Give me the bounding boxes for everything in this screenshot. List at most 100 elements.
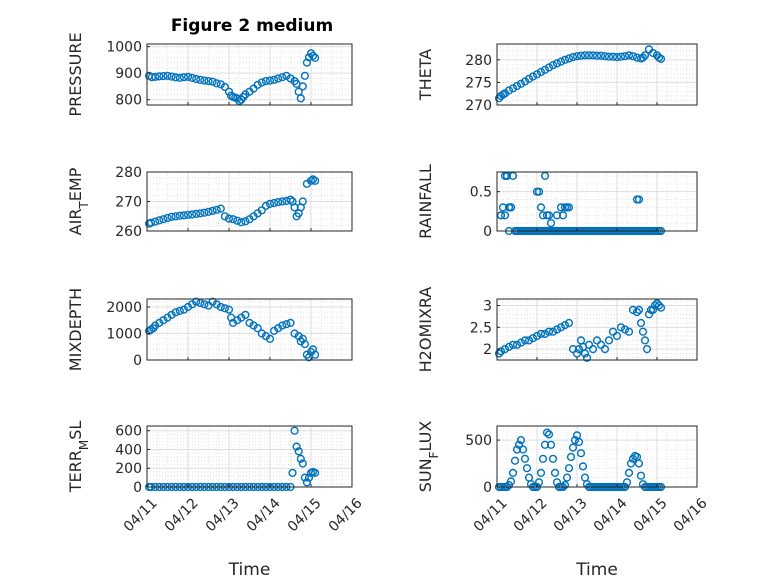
data-point	[183, 210, 193, 219]
data-point	[220, 212, 230, 221]
y-tick-label: 280	[465, 53, 492, 69]
data-point	[640, 336, 650, 345]
data-point	[544, 63, 554, 72]
data-point	[306, 176, 316, 185]
data-point	[642, 345, 652, 354]
data-point	[520, 336, 530, 345]
data-point	[552, 211, 562, 220]
axes-panel-2: 270 275 280 THETA	[416, 43, 698, 114]
x-axis-label: Time	[228, 560, 271, 580]
data-point	[498, 203, 508, 212]
data-point	[224, 214, 234, 223]
data-point	[506, 203, 516, 212]
data-point	[624, 468, 634, 478]
data-point	[179, 305, 189, 314]
data-point	[296, 454, 305, 463]
data-point	[560, 55, 570, 64]
data-point	[308, 51, 318, 61]
y-tick-label: 1000	[106, 326, 142, 342]
data-point	[151, 72, 160, 82]
data-point	[298, 459, 307, 468]
y-tick-label: 900	[115, 66, 142, 82]
data-point	[196, 298, 205, 308]
y-tick-label: 0	[133, 353, 142, 369]
data-point	[656, 303, 666, 312]
data-point	[644, 310, 654, 319]
axes-box	[146, 43, 353, 106]
data-point	[233, 316, 242, 325]
data-point	[188, 210, 197, 219]
y-tick-label: 400	[115, 442, 142, 458]
data-point	[311, 53, 320, 62]
data-point	[524, 74, 534, 83]
data-point	[311, 350, 320, 359]
y-tick-label: 600	[115, 424, 142, 440]
data-point	[552, 59, 562, 68]
data-point	[229, 215, 238, 224]
data-point	[540, 65, 550, 74]
data-point	[508, 84, 518, 93]
data-point	[592, 51, 602, 60]
data-point	[648, 305, 658, 315]
data-point	[298, 334, 307, 343]
data-point	[532, 70, 542, 79]
data-point	[265, 76, 275, 85]
axes-box	[496, 171, 698, 232]
data-point	[512, 445, 522, 454]
data-point	[159, 316, 168, 325]
data-point	[564, 318, 574, 328]
data-point	[596, 340, 606, 349]
data-point	[512, 340, 522, 349]
data-point	[270, 326, 279, 335]
data-point	[179, 211, 189, 220]
axes-panel-6: 2 2.5 3 H2OMIXRA	[416, 287, 698, 373]
y-axis-label-text: H2OMIXRA	[416, 287, 435, 373]
data-point	[548, 61, 558, 70]
data-point	[300, 473, 310, 482]
data-point	[576, 51, 586, 60]
data-point	[163, 71, 172, 80]
axes-box	[146, 425, 353, 488]
data-point	[147, 218, 156, 227]
data-point	[204, 207, 213, 216]
data-point	[216, 302, 225, 312]
data-point	[634, 459, 644, 468]
data-point	[612, 331, 622, 341]
data-point	[508, 468, 518, 478]
y-axis-label-text: SUN	[416, 458, 435, 492]
y-axis-label-suffix: LUX	[416, 421, 435, 452]
data-point	[220, 304, 230, 313]
y-axis-label: SUNFLUX	[416, 421, 441, 493]
y-axis-label: THETA	[416, 49, 435, 101]
data-point	[628, 305, 638, 315]
data-point	[245, 318, 254, 328]
axes-box	[496, 43, 698, 106]
axes-panel-4: 0 0.5 RAINFALL	[416, 164, 698, 240]
data-point	[538, 454, 548, 463]
data-point	[620, 325, 630, 334]
y-axis-label: RAINFALL	[416, 164, 435, 239]
data-point	[522, 464, 532, 473]
y-axis-label-text: AIR	[66, 209, 85, 236]
data-point	[494, 349, 504, 358]
data-point	[200, 208, 209, 217]
data-point	[159, 71, 168, 81]
data-point	[512, 81, 522, 91]
data-point	[175, 306, 184, 316]
data-point	[302, 478, 312, 487]
data-point	[496, 347, 506, 356]
y-tick-label: 500	[465, 433, 492, 449]
data-point	[546, 440, 556, 449]
data-point	[582, 353, 592, 362]
y-tick-label: 200	[115, 461, 142, 477]
data-point	[265, 334, 275, 343]
y-axis-label: AIRTEMP	[66, 167, 91, 235]
data-point	[192, 209, 201, 219]
axes-panel-5: 0 1000 2000 MIXDEPTH	[66, 288, 353, 371]
data-point	[257, 78, 266, 87]
y-axis-label-subscript: M	[77, 440, 91, 450]
data-point	[520, 454, 530, 463]
data-point	[564, 54, 574, 63]
data-point	[588, 51, 598, 60]
data-point	[192, 297, 201, 306]
